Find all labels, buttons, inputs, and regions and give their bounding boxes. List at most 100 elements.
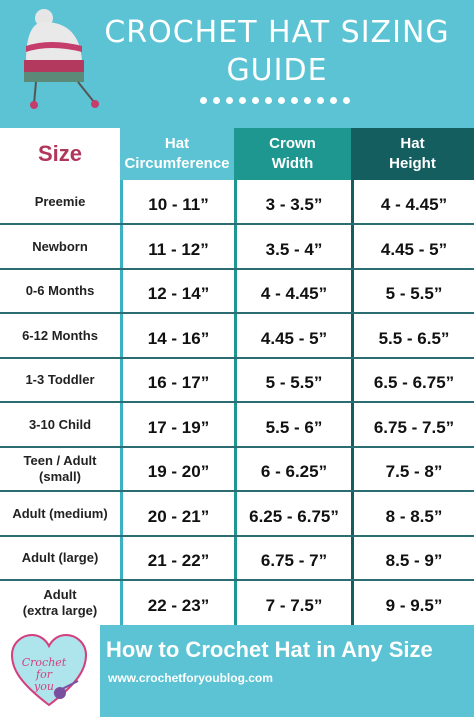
hat-circumference-header: Hat Circumference — [120, 128, 234, 180]
size-column-header: Size — [37, 141, 83, 166]
footer-banner: Crochet for you How to Crochet Hat in An… — [0, 625, 474, 717]
dot — [330, 97, 337, 104]
crown-width-cell: 3 - 3.5” — [265, 195, 323, 214]
table-header: Size Hat Circumference Crown Width Hat H… — [0, 128, 474, 180]
size-name-line: (extra large) — [22, 602, 98, 618]
size-name-line: Newborn — [32, 238, 88, 254]
table-row: 6-12 Months 14 - 16” 4.45 - 5” 5.5 - 6.5” — [0, 314, 474, 359]
size-name-line: 1-3 Toddler — [25, 372, 95, 387]
header-line: Crown — [269, 135, 316, 152]
circumference-cell: 14 - 16” — [147, 328, 210, 348]
table-row: Adult (medium) 20 - 21” 6.25 - 6.75” 8 - 8.… — [0, 492, 474, 537]
table-row: 0-6 Months 12 - 14” 4 - 4.45” 5 - 5.5” — [0, 269, 474, 314]
table-row: Adult (extra large) 22 - 23” 7 - 7.5” 9 - 9.… — [0, 581, 474, 626]
size-name: Adult (extra large) — [0, 581, 120, 625]
hat-height-cell: 4.45 - 5” — [380, 239, 448, 259]
header-line: Width — [271, 155, 314, 172]
crown-width-cell: 6 - 6.25” — [260, 462, 328, 481]
heart-logo-icon — [10, 633, 88, 707]
decorative-dots — [200, 97, 350, 104]
table-row: Adult (large) 21 - 22” 6.75 - 7” 8.5 - 9” — [0, 536, 474, 581]
logo-line: Crochet for — [21, 656, 67, 681]
dot — [239, 97, 246, 104]
dot — [317, 97, 324, 104]
crown-width-cell: 6.25 - 6.75” — [249, 506, 339, 526]
row-divider — [0, 579, 474, 581]
size-name-line: (small) — [39, 469, 81, 484]
hat-height-cell: 5 - 5.5” — [385, 284, 443, 303]
size-name-line: Adult — [43, 586, 77, 602]
dot — [200, 97, 207, 104]
hat-height-cell: 8 - 8.5” — [385, 506, 443, 526]
size-name: Newborn — [0, 225, 120, 269]
size-name-line: Preemie — [34, 194, 86, 209]
dot — [278, 97, 285, 104]
logo: Crochet for you — [0, 625, 100, 717]
header-line: Hat — [400, 135, 425, 152]
hat-height-cell: 7.5 - 8” — [385, 462, 443, 481]
size-name-line: 3-10 Child — [28, 416, 92, 432]
circumference-cell: 19 - 20” — [147, 462, 210, 481]
crown-width-cell: 7 - 7.5” — [265, 595, 323, 615]
crown-width-header: Crown Width — [234, 128, 351, 180]
circumference-cell: 22 - 23” — [147, 595, 210, 615]
crown-width-cell: 5.5 - 6” — [265, 417, 323, 437]
size-name-line: Adult (large) — [21, 550, 99, 565]
circumference-cell: 11 - 12” — [148, 239, 209, 259]
table-row: 3-10 Child 17 - 19” 5.5 - 6” 6.75 - 7.5” — [0, 403, 474, 448]
table-row: Teen / Adult (small) 19 - 20” 6 - 6.25” 7.5 … — [0, 447, 474, 492]
header-line: Hat — [164, 135, 190, 152]
crown-width-cell: 6.75 - 7” — [260, 551, 328, 570]
dot — [291, 97, 298, 104]
hat-height-cell: 6.5 - 6.75” — [373, 373, 455, 392]
page-title: CROCHET HAT SIZING GUIDE — [88, 14, 466, 90]
dot — [213, 97, 220, 104]
hat-height-cell: 4 - 4.45” — [380, 195, 448, 214]
size-name: 6-12 Months — [0, 314, 120, 358]
size-name: 3-10 Child — [0, 403, 120, 447]
crown-width-cell: 3.5 - 4” — [265, 239, 323, 259]
size-name: 1-3 Toddler — [0, 358, 120, 402]
dot — [265, 97, 272, 104]
dot — [252, 97, 259, 104]
hat-height-cell: 8.5 - 9” — [385, 551, 443, 570]
size-name-line: 6-12 Months — [22, 327, 98, 343]
logo-line: you — [34, 680, 54, 693]
title-line-1: CROCHET HAT SIZING — [104, 15, 450, 50]
circumference-cell: 12 - 14” — [147, 284, 210, 303]
header-banner: CROCHET HAT SIZING GUIDE — [0, 0, 474, 128]
size-name-line: 0-6 Months — [25, 283, 95, 298]
crown-width-cell: 5 - 5.5” — [265, 373, 323, 392]
row-divider — [0, 445, 474, 448]
hat-height-cell: 6.75 - 7.5” — [373, 417, 455, 437]
dot — [304, 97, 311, 104]
crochet-hat-icon — [24, 9, 99, 109]
dot — [343, 97, 350, 104]
dot — [226, 97, 233, 104]
row-divider — [0, 312, 474, 314]
row-divider — [0, 267, 474, 270]
hat-height-header: Hat Height — [351, 128, 474, 180]
size-name: Adult (medium) — [0, 492, 120, 536]
size-name: 0-6 Months — [0, 269, 120, 313]
header-line: Circumference — [124, 155, 230, 172]
website-link[interactable]: www.crochetforyoublog.com — [108, 671, 273, 685]
table-row: Newborn 11 - 12” 3.5 - 4” 4.45 - 5” — [0, 225, 474, 270]
crown-width-cell: 4 - 4.45” — [260, 284, 328, 303]
logo-text: Crochet for you — [14, 657, 74, 693]
table-row: 1-3 Toddler 16 - 17” 5 - 5.5” 6.5 - 6.75” — [0, 358, 474, 403]
sizing-table: Size Hat Circumference Crown Width Hat H… — [0, 128, 474, 625]
circumference-cell: 20 - 21” — [147, 506, 210, 526]
header-line: Height — [389, 155, 436, 172]
row-divider — [0, 490, 474, 492]
circumference-cell: 17 - 19” — [147, 417, 210, 437]
row-divider — [0, 401, 474, 403]
title-line-2: GUIDE — [226, 53, 328, 88]
hat-height-cell: 9 - 9.5” — [385, 595, 443, 615]
size-name: Preemie — [0, 180, 120, 224]
size-name-line: Teen / Adult — [23, 453, 97, 468]
row-divider — [0, 534, 474, 537]
row-divider — [0, 223, 474, 225]
table-row: Preemie 10 - 11” 3 - 3.5” 4 - 4.45” — [0, 180, 474, 225]
circumference-cell: 21 - 22” — [147, 551, 210, 570]
